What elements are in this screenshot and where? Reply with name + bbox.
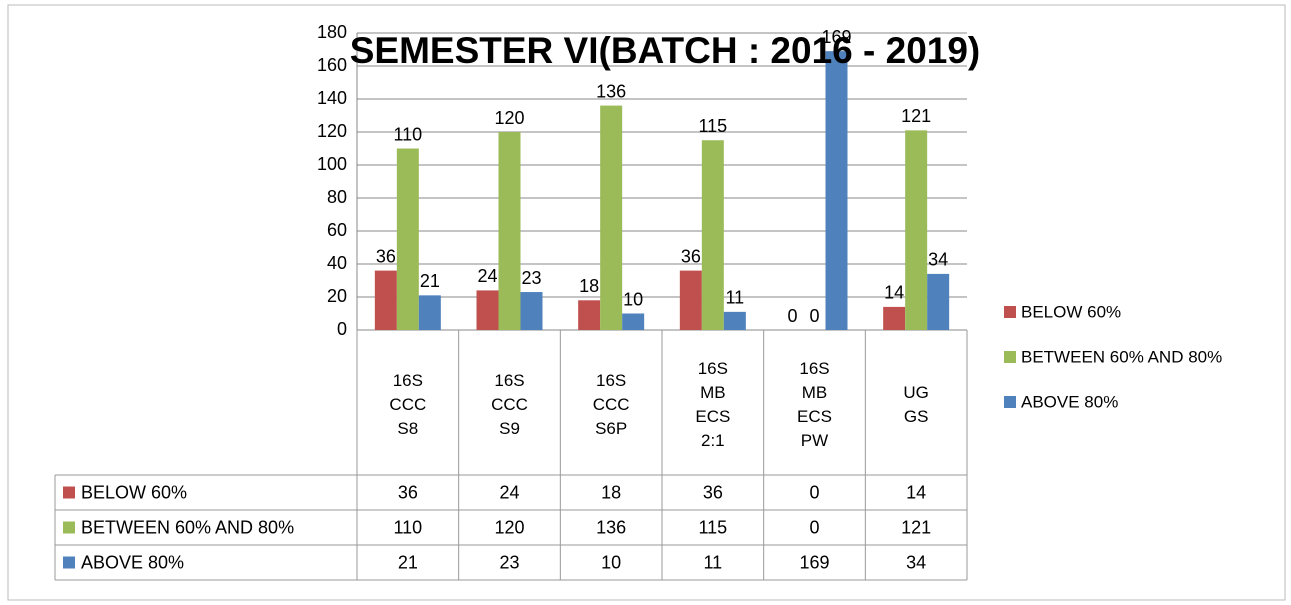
chart-frame bbox=[7, 4, 1286, 601]
y-tick-label: 100 bbox=[317, 154, 347, 174]
table-value: 110 bbox=[393, 517, 422, 537]
bar bbox=[883, 306, 906, 330]
data-label: 115 bbox=[698, 116, 727, 136]
data-label: 34 bbox=[928, 250, 948, 270]
data-label: 36 bbox=[681, 246, 701, 266]
x-tick-label: 16S CCC S8 bbox=[389, 370, 427, 438]
bar bbox=[578, 300, 601, 330]
bar bbox=[396, 148, 419, 330]
table-value: 121 bbox=[901, 517, 931, 537]
bar bbox=[701, 140, 724, 330]
legend-key bbox=[1004, 306, 1016, 318]
legend-label: ABOVE 80% bbox=[1021, 392, 1118, 411]
data-label: 36 bbox=[376, 246, 396, 266]
bar bbox=[679, 270, 702, 330]
table-value: 34 bbox=[906, 552, 926, 572]
data-label: 14 bbox=[884, 283, 904, 303]
table-row-label: BETWEEN 60% AND 80% bbox=[81, 517, 294, 537]
data-label: 23 bbox=[521, 268, 541, 288]
bar bbox=[927, 273, 950, 330]
table-value: 120 bbox=[494, 517, 524, 537]
table-value: 21 bbox=[398, 552, 418, 572]
y-tick-label: 60 bbox=[327, 220, 347, 240]
table-value: 0 bbox=[809, 482, 819, 502]
table-value: 23 bbox=[499, 552, 519, 572]
y-tick-label: 80 bbox=[327, 187, 347, 207]
legend-key bbox=[1004, 351, 1016, 363]
x-tick-label: UG GS bbox=[903, 382, 929, 426]
table-value: 36 bbox=[398, 482, 418, 502]
x-tick-label: 16S CCC S6P bbox=[592, 370, 630, 438]
y-tick-label: 20 bbox=[327, 286, 347, 306]
table-value: 18 bbox=[601, 482, 621, 502]
table-value: 0 bbox=[809, 517, 819, 537]
x-tick-label: 16S MB ECS PW bbox=[797, 358, 832, 450]
data-label: 121 bbox=[901, 106, 931, 126]
bar bbox=[476, 290, 499, 330]
bar bbox=[723, 311, 746, 330]
y-tick-label: 160 bbox=[317, 55, 347, 75]
legend-label: BELOW 60% bbox=[1021, 302, 1121, 321]
data-label: 18 bbox=[579, 276, 599, 296]
table-value: 169 bbox=[799, 552, 829, 572]
bar bbox=[600, 105, 623, 330]
x-tick-label: 16S MB ECS 2:1 bbox=[695, 358, 731, 450]
data-label: 0 bbox=[809, 306, 819, 326]
legend-key bbox=[1004, 396, 1016, 408]
table-value: 115 bbox=[698, 517, 727, 537]
bar bbox=[520, 292, 543, 330]
data-label: 136 bbox=[596, 81, 626, 101]
bar bbox=[418, 295, 441, 330]
data-label: 169 bbox=[821, 27, 851, 47]
table-legend-key bbox=[63, 486, 75, 499]
y-tick-label: 0 bbox=[337, 319, 347, 339]
table-value: 36 bbox=[703, 482, 723, 502]
data-label: 110 bbox=[393, 124, 422, 144]
x-tick-label: 16S CCC S9 bbox=[491, 370, 528, 438]
y-tick-label: 140 bbox=[317, 88, 347, 108]
table-row-label: BELOW 60% bbox=[81, 482, 187, 502]
table-value: 10 bbox=[601, 552, 621, 572]
bar bbox=[374, 270, 397, 330]
bar bbox=[622, 313, 645, 330]
legend-label: BETWEEN 60% AND 80% bbox=[1021, 347, 1222, 366]
y-tick-label: 120 bbox=[317, 121, 347, 141]
bar bbox=[905, 130, 928, 330]
data-label: 11 bbox=[725, 288, 744, 308]
data-label: 120 bbox=[494, 108, 524, 128]
table-value: 14 bbox=[906, 482, 926, 502]
y-tick-label: 40 bbox=[327, 253, 347, 273]
data-label: 21 bbox=[420, 271, 440, 291]
data-label: 24 bbox=[477, 266, 497, 286]
table-legend-key bbox=[63, 556, 75, 569]
bar bbox=[825, 51, 848, 331]
data-label: 10 bbox=[623, 289, 643, 309]
y-tick-label: 180 bbox=[317, 22, 347, 42]
table-value: 11 bbox=[703, 552, 722, 572]
chart-title: SEMESTER VI(BATCH : 2016 - 2019) bbox=[350, 30, 981, 71]
table-legend-key bbox=[63, 521, 75, 534]
table-value: 24 bbox=[499, 482, 519, 502]
table-value: 136 bbox=[596, 517, 626, 537]
table-row-label: ABOVE 80% bbox=[81, 552, 184, 572]
bar bbox=[498, 132, 521, 330]
data-label: 0 bbox=[787, 306, 797, 326]
